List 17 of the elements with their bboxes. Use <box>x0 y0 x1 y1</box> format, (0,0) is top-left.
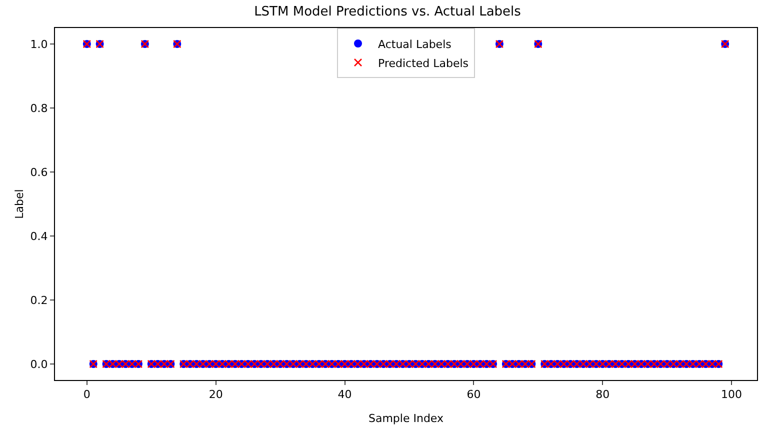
chart-title: LSTM Model Predictions vs. Actual Labels <box>254 4 522 20</box>
y-tick-label: 0.4 <box>30 230 48 243</box>
x-tick-label: 40 <box>338 388 352 402</box>
y-tick-label: 0.2 <box>30 294 48 307</box>
y-tick-label: 0.8 <box>30 102 48 115</box>
legend-label: Predicted Labels <box>378 56 469 70</box>
x-tick-label: 20 <box>208 388 223 402</box>
legend-label: Actual Labels <box>378 38 452 51</box>
y-axis-title: Label <box>13 189 26 219</box>
x-tick-label: 100 <box>721 388 742 402</box>
y-tick-label: 1.0 <box>30 38 48 51</box>
x-tick-label: 60 <box>466 388 481 402</box>
x-tick-label: 0 <box>83 388 90 402</box>
y-tick-label: 0.6 <box>30 166 48 179</box>
x-axis-title: Sample Index <box>368 412 444 425</box>
x-tick-label: 80 <box>596 388 610 402</box>
y-tick-label: 0.0 <box>30 358 48 371</box>
